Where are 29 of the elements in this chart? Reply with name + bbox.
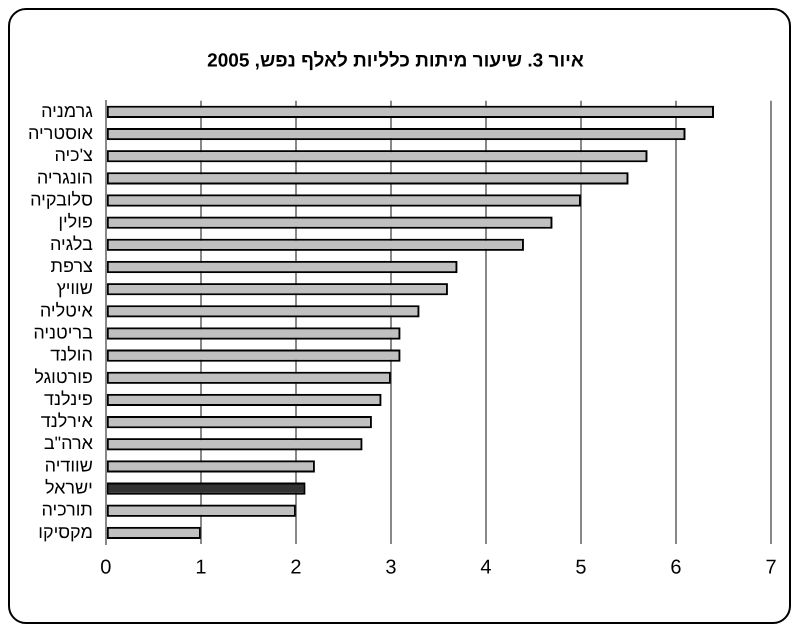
y-tick-label: פורטוגל bbox=[34, 366, 93, 387]
y-tick-label: הונגריה bbox=[36, 167, 93, 188]
x-tick-label: 1 bbox=[195, 556, 206, 579]
x-tick-label: 4 bbox=[480, 556, 492, 579]
y-tick-label: שוויץ bbox=[56, 278, 93, 298]
x-tick-label: 6 bbox=[670, 556, 682, 579]
chart-title: איור 3. שיעור מיתות כלליות לאלף נפש, 2005 bbox=[207, 50, 584, 72]
y-tick-label: מקסיקו bbox=[38, 522, 93, 542]
y-tick-label: ישראל bbox=[44, 478, 93, 498]
x-tick-label: 3 bbox=[385, 556, 396, 579]
y-tick-label: אירלנד bbox=[40, 411, 94, 432]
y-tick-label: איטליה bbox=[40, 300, 94, 320]
x-tick-label: 0 bbox=[100, 556, 112, 579]
y-tick-label: צרפת bbox=[50, 256, 94, 276]
x-tick-label: 5 bbox=[575, 556, 587, 579]
y-tick-label: צ'כיה bbox=[54, 145, 94, 166]
y-tick-label: הולנד bbox=[50, 344, 93, 365]
y-tick-label: פינלנד bbox=[44, 388, 93, 409]
y-tick-label: גרמניה bbox=[41, 100, 94, 121]
y-tick-label: ארה"ב bbox=[44, 433, 94, 454]
y-tick-label: פולין bbox=[58, 212, 93, 232]
y-tick-label: בריטניה bbox=[33, 322, 94, 342]
y-tick-label: שוודיה bbox=[44, 455, 93, 476]
y-tick-label: אוסטריה bbox=[28, 123, 94, 144]
y-tick-label: תורכיה bbox=[41, 500, 93, 520]
y-tick-label: סלובקיה bbox=[30, 189, 93, 210]
x-tick-label: 2 bbox=[290, 556, 302, 579]
y-tick-label: בלגיה bbox=[50, 234, 94, 254]
x-tick-label: 7 bbox=[765, 556, 777, 579]
